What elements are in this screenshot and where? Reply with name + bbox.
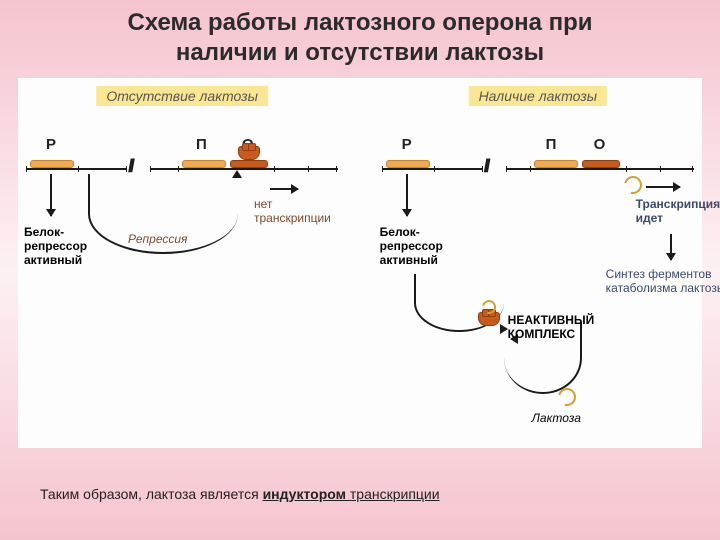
footer-note: Таким образом, лактоза является индуктор…	[40, 486, 440, 502]
page-title: Схема работы лактозного оперона при нали…	[0, 0, 720, 74]
panel-presence: Наличие лактозы Р П О // Транскрипция ид…	[374, 78, 702, 448]
tick	[482, 166, 483, 172]
marker-P-left: Р	[46, 136, 56, 153]
repression-arrowhead	[232, 170, 242, 178]
synthesis-label: Синтез ферментов катаболизма лактозы	[606, 268, 720, 296]
state-label-presence: Наличие лактозы	[469, 86, 608, 106]
marker-Pi-left: П	[196, 136, 207, 153]
arrowhead-to-complex-1	[500, 324, 508, 334]
arrow-down-repressor-right	[406, 174, 408, 216]
diagram-area: Отсутствие лактозы Р П О // Белок- репре…	[18, 78, 702, 448]
tick	[434, 166, 435, 172]
title-line2: наличии и отсутствии лактозы	[176, 39, 544, 66]
tick	[506, 166, 507, 172]
title-line1: Схема работы лактозного оперона при	[127, 9, 592, 36]
no-transcription-label: нет транскрипции	[254, 198, 346, 226]
gene-operator-right	[582, 160, 620, 168]
state-label-absence: Отсутствие лактозы	[96, 86, 268, 106]
repressor-label-left: Белок- репрессор активный	[24, 226, 87, 267]
footer-pre: Таким образом, лактоза является	[40, 486, 263, 502]
tick	[626, 166, 627, 172]
tick	[336, 166, 337, 172]
dna-line-right-b	[506, 168, 694, 170]
tick	[530, 166, 531, 172]
tick	[660, 166, 661, 172]
repressor-label-right: Белок- репрессор активный	[380, 226, 443, 267]
footer-post: транскрипции	[346, 486, 440, 502]
tick	[150, 166, 151, 172]
repression-label: Репрессия	[128, 233, 187, 247]
dna-line-left-a	[26, 168, 126, 170]
inactive-complex-label: НЕАКТИВНЫЙ КОМПЛЕКС	[508, 314, 595, 342]
tick	[78, 166, 79, 172]
transcription-label: Транскрипция идет	[636, 198, 720, 226]
tick	[308, 166, 309, 172]
gene-regulator-left	[30, 160, 74, 168]
marker-O-right: О	[594, 136, 606, 153]
dna-line-right-a	[382, 168, 482, 170]
arrow-synthesis	[670, 234, 672, 260]
repressor-bound-icon	[238, 146, 260, 160]
arrow-no-transcription	[270, 188, 298, 190]
arrow-down-repressor-left	[50, 174, 52, 216]
tick	[178, 166, 179, 172]
panel-absence: Отсутствие лактозы Р П О // Белок- репре…	[18, 78, 346, 448]
tick	[382, 166, 383, 172]
lactose-label: Лактоза	[532, 412, 581, 426]
tick	[26, 166, 27, 172]
gene-operator-left	[230, 160, 268, 168]
gene-promoter-right	[534, 160, 578, 168]
gene-promoter-left	[182, 160, 226, 168]
dna-break-right: //	[484, 156, 488, 177]
lactose-icon-free	[620, 173, 645, 198]
tick	[692, 166, 693, 172]
arrow-transcription	[646, 186, 680, 188]
tick	[274, 166, 275, 172]
tick	[126, 166, 127, 172]
footer-bold: индуктором	[263, 486, 346, 502]
marker-Pi-right: П	[546, 136, 557, 153]
marker-P-right: Р	[402, 136, 412, 153]
gene-regulator-right	[386, 160, 430, 168]
